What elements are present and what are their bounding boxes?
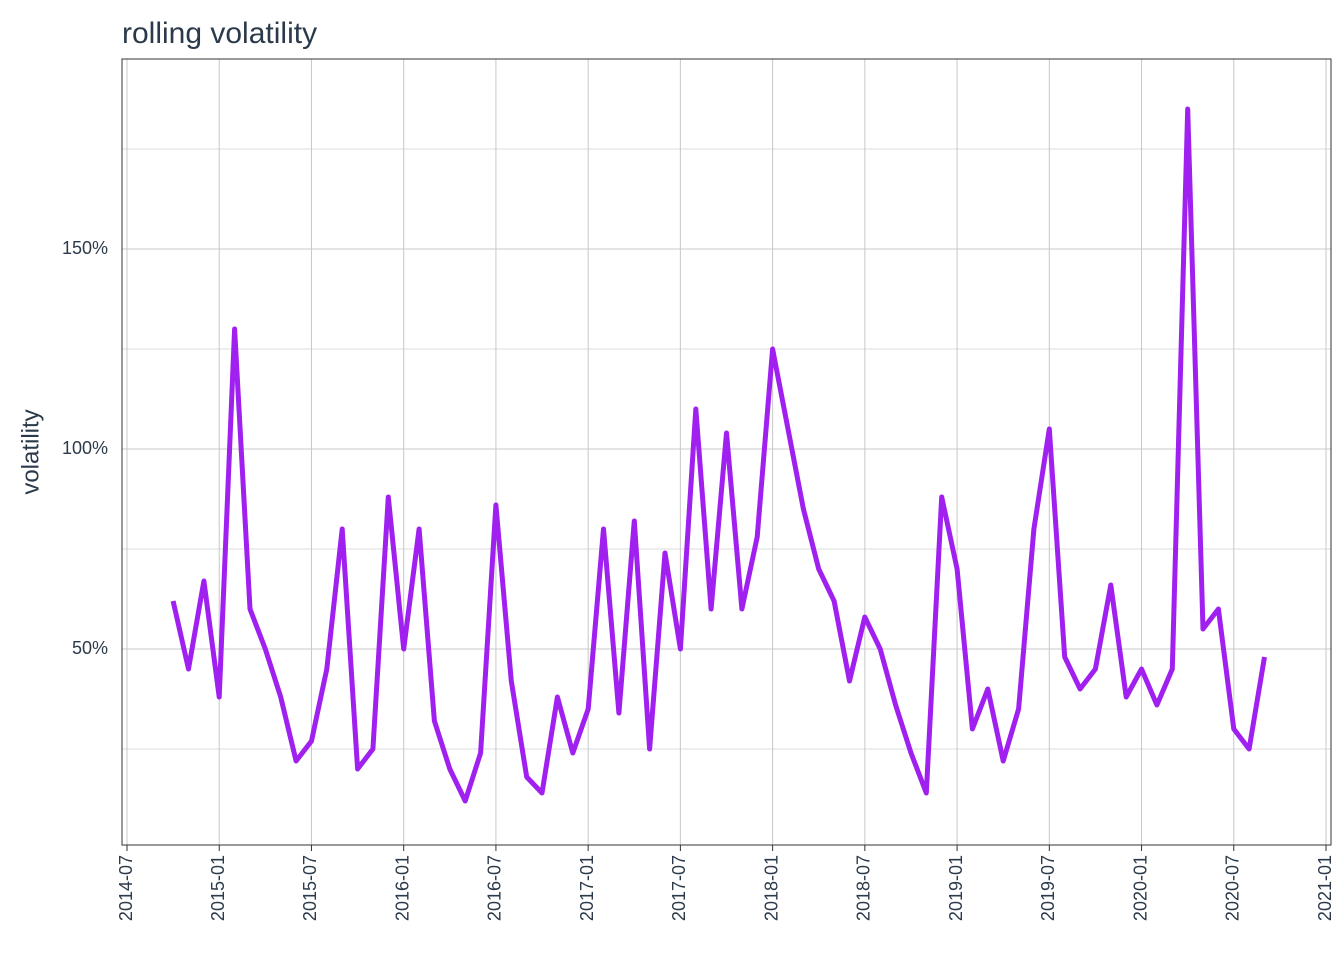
x-tick-label: 2015-01 bbox=[208, 855, 228, 921]
x-tick-label: 2016-01 bbox=[392, 855, 412, 921]
x-tick-label: 2017-01 bbox=[577, 855, 597, 921]
x-tick-label: 2016-07 bbox=[485, 855, 505, 921]
y-tick-label: 50% bbox=[72, 638, 108, 658]
y-tick-label: 100% bbox=[62, 438, 108, 458]
x-tick-label: 2014-07 bbox=[116, 855, 136, 921]
chart-title: rolling volatility bbox=[122, 17, 317, 50]
y-tick-label: 150% bbox=[62, 238, 108, 258]
x-tick-label: 2020-01 bbox=[1130, 855, 1150, 921]
x-tick-label: 2018-01 bbox=[761, 855, 781, 921]
x-tick-label: 2018-07 bbox=[854, 855, 874, 921]
x-tick-label: 2019-07 bbox=[1038, 855, 1058, 921]
x-tick-label: 2019-01 bbox=[946, 855, 966, 921]
x-tick-label: 2020-07 bbox=[1223, 855, 1243, 921]
data-line bbox=[170, 106, 1267, 804]
x-tick-label: 2015-07 bbox=[300, 855, 320, 921]
x-tick-label: 2017-07 bbox=[669, 855, 689, 921]
y-axis-label: volatility bbox=[17, 409, 44, 494]
x-tick-label: 2021-01 bbox=[1315, 855, 1335, 921]
plot-border bbox=[121, 58, 1332, 846]
